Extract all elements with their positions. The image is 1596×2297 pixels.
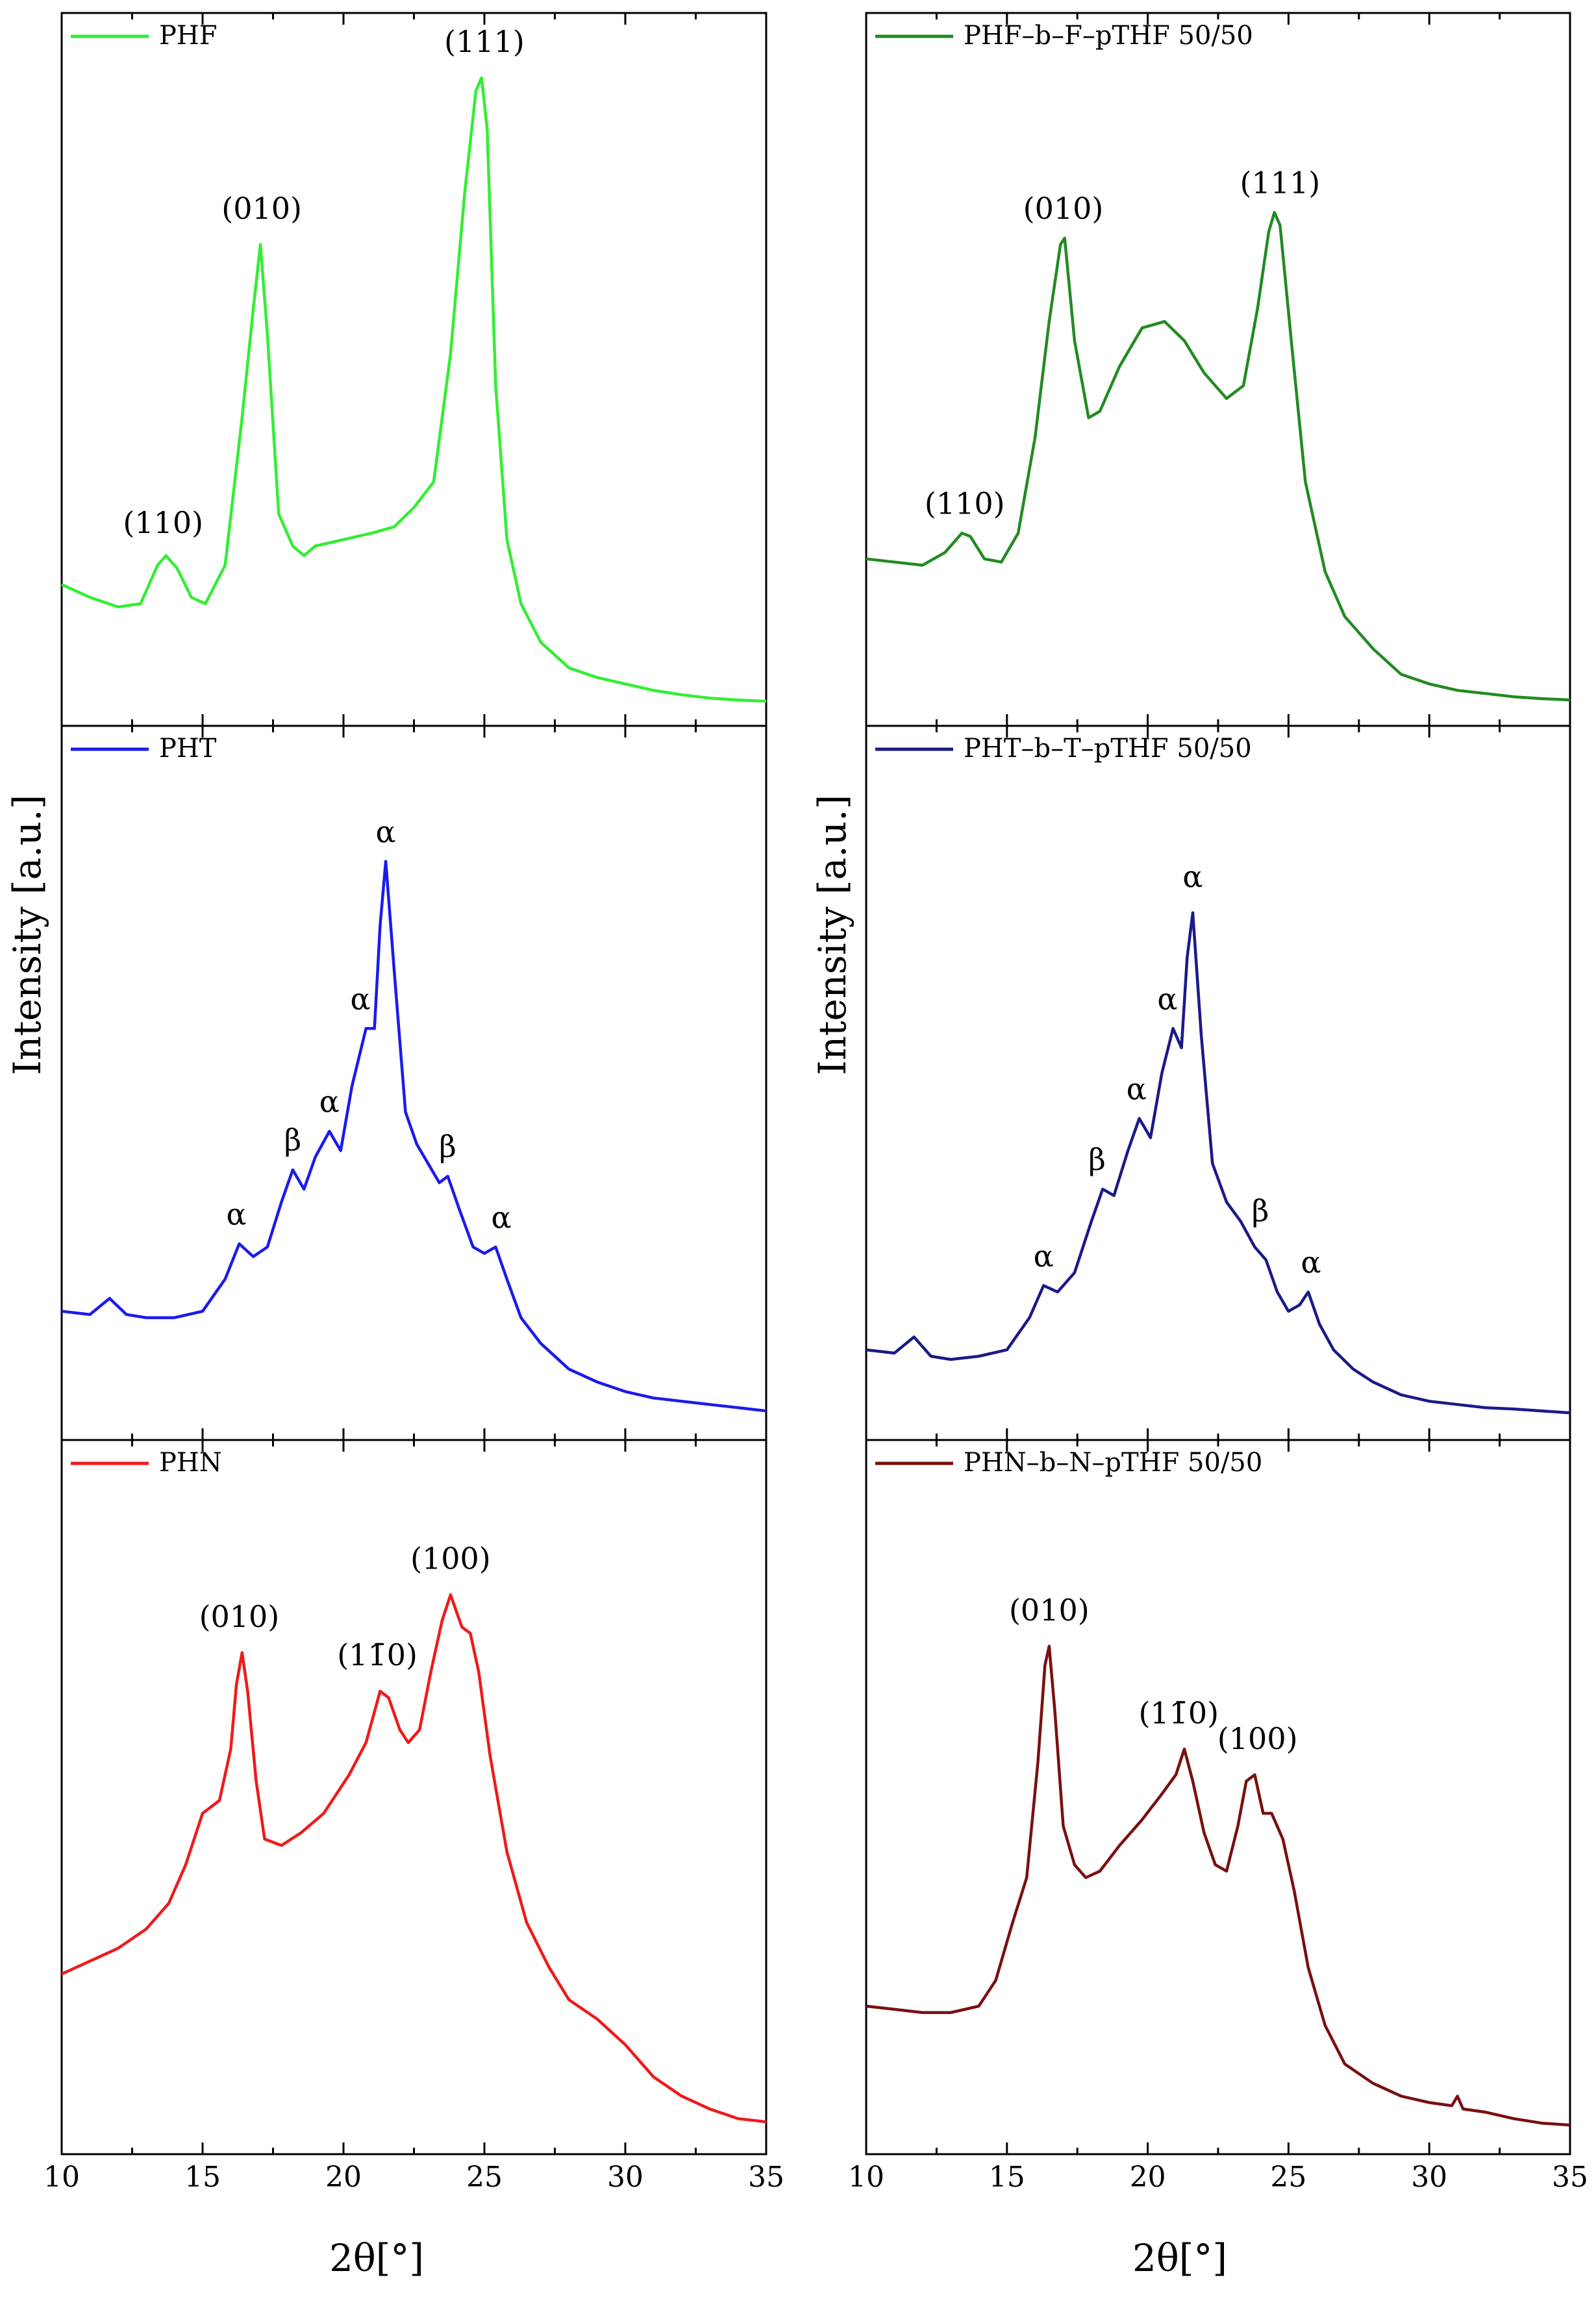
peak-annotation: β xyxy=(1088,1142,1106,1177)
panel-4: 10 15 20 25 30 35 PHN (010) (11̄0) (100) xyxy=(44,1439,784,2194)
peak-annotation: α xyxy=(492,1200,512,1235)
legend-label: PHF xyxy=(159,21,218,51)
series-line xyxy=(866,911,1571,1415)
peak-annotation: β xyxy=(1252,1193,1269,1228)
x-tick-label: 35 xyxy=(748,2161,784,2194)
panel-frame xyxy=(60,12,767,727)
peak-annotation: α xyxy=(227,1197,247,1232)
peak-annotation: (110) xyxy=(925,486,1005,521)
panel-1: PHF–b–F–pTHF 50/50 (110) (010) (111) xyxy=(865,12,1571,727)
peak-annotation: α xyxy=(351,981,371,1016)
x-tick-label: 15 xyxy=(989,2161,1025,2194)
x-tick-label: 10 xyxy=(848,2161,884,2194)
peak-annotation: α xyxy=(1034,1238,1054,1273)
panel-frame xyxy=(865,12,1571,727)
legend-label: PHT–b–T–pTHF 50/50 xyxy=(964,734,1252,764)
legend-label: PHN xyxy=(159,1448,222,1478)
peak-annotation: (010) xyxy=(1009,1593,1090,1628)
x-tick-label: 20 xyxy=(1130,2161,1166,2194)
series-line xyxy=(866,1645,1571,2127)
x-tick-label: 15 xyxy=(184,2161,221,2194)
x-axis-label-right: 2θ[°] xyxy=(1132,2236,1227,2280)
series-line xyxy=(61,1593,767,2124)
x-tick-label: 10 xyxy=(44,2161,80,2194)
y-axis-label-left: Intensity [a.u.] xyxy=(5,795,49,1075)
peak-annotation: α xyxy=(376,814,396,849)
peak-annotation: (11̄0) xyxy=(337,1637,418,1672)
x-tick-label: 25 xyxy=(466,2161,503,2194)
peak-annotation: (111) xyxy=(444,24,525,59)
peak-annotation: (100) xyxy=(1217,1721,1298,1756)
peak-annotation: (010) xyxy=(1023,191,1104,226)
x-tick-label: 30 xyxy=(1411,2161,1447,2194)
panel-5: 10 15 20 25 30 35 PHN–b–N–pTHF 50/50 (010) (11̄0… xyxy=(848,1439,1588,2194)
legend-label: PHT xyxy=(159,734,217,764)
peak-annotation: (111) xyxy=(1240,165,1321,200)
x-tick-label: 25 xyxy=(1270,2161,1306,2194)
peak-annotation: α xyxy=(319,1084,340,1119)
series-line xyxy=(61,860,767,1413)
peak-annotation: (110) xyxy=(123,505,203,540)
peak-annotation: α xyxy=(1157,981,1177,1016)
series-line xyxy=(61,76,767,703)
peak-annotation: α xyxy=(1127,1071,1147,1106)
x-axis-label-left: 2θ[°] xyxy=(329,2236,424,2280)
x-tick-label: 35 xyxy=(1552,2161,1588,2194)
legend-label: PHN–b–N–pTHF 50/50 xyxy=(964,1448,1262,1478)
panels-group: PHF (110) (010) (111) PHF–b–F–pTHF 50/50 (110… xyxy=(44,12,1588,2194)
peak-annotation: α xyxy=(1301,1245,1321,1280)
peak-annotation: β xyxy=(284,1123,302,1158)
peak-annotation: β xyxy=(439,1129,456,1164)
panel-frame xyxy=(865,725,1571,1441)
panel-frame xyxy=(60,725,767,1441)
legend-label: PHF–b–F–pTHF 50/50 xyxy=(964,21,1253,51)
peak-annotation: (11̄0) xyxy=(1138,1695,1219,1730)
x-tick-label: 20 xyxy=(325,2161,362,2194)
series-line xyxy=(866,210,1571,702)
panel-0: PHF (110) (010) (111) xyxy=(60,12,767,727)
peak-annotation: α xyxy=(1182,859,1203,894)
peak-annotation: (010) xyxy=(221,191,302,226)
panel-frame xyxy=(865,1439,1571,2155)
y-axis-label-right: Intensity [a.u.] xyxy=(810,795,854,1075)
peak-annotation: (010) xyxy=(199,1599,280,1634)
peak-annotation: (100) xyxy=(410,1541,491,1576)
x-tick-label: 30 xyxy=(607,2161,643,2194)
